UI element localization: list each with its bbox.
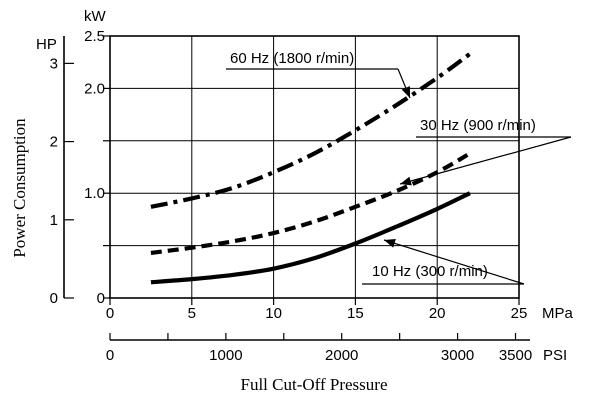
mpa-unit-label: MPa xyxy=(542,305,574,322)
series-labels: 60 Hz (1800 r/min) 30 Hz (900 r/min) 10 Hz… xyxy=(226,50,572,285)
psi-tick-label: 3500 xyxy=(499,347,532,364)
grid xyxy=(110,36,519,298)
mpa-tick-label: 5 xyxy=(188,305,196,322)
series-label-1: 60 Hz (1800 r/min) xyxy=(230,50,354,67)
series-label-arrowhead xyxy=(401,86,410,98)
hp-tick-label: 0 xyxy=(50,290,58,307)
mpa-tick-label: 15 xyxy=(347,305,364,322)
kw-unit-label: kW xyxy=(84,8,107,25)
plot-frame xyxy=(109,35,520,299)
x-axis-title: Full Cut-Off Pressure xyxy=(240,375,387,394)
kw-tick-label: 0 xyxy=(97,290,105,307)
kw-tick-label: 1.0 xyxy=(84,185,105,202)
mpa-tick-label: 0 xyxy=(106,305,114,322)
series-label-arrowhead xyxy=(400,176,412,186)
series-label-leader xyxy=(399,136,572,185)
psi-tick-label: 2000 xyxy=(325,347,358,364)
axes: 0 1.0 2.0 2.5 kW 0 1 2 3 HP 0 5 10 15 20 25 MPa 0 1000 2000… xyxy=(36,8,574,364)
y-axis-title: Power Consumption xyxy=(10,118,29,258)
kw-tick-label: 2.0 xyxy=(84,80,105,97)
mpa-tick-label: 10 xyxy=(265,305,282,322)
kw-tick-label: 2.5 xyxy=(84,28,105,45)
psi-tick-label: 1000 xyxy=(209,347,242,364)
series-label-2: 30 Hz (900 r/min) xyxy=(420,117,536,134)
series-label-3: 10 Hz (300 r/min) xyxy=(372,263,488,280)
hp-tick-label: 3 xyxy=(50,55,58,72)
series-line-3 xyxy=(150,191,471,285)
series-label-arrowhead xyxy=(384,239,396,248)
hp-tick-label: 2 xyxy=(50,134,58,151)
psi-tick-label: 3000 xyxy=(441,347,474,364)
hp-tick-label: 1 xyxy=(50,212,58,229)
series-label-leader xyxy=(383,239,525,285)
mpa-tick-label: 25 xyxy=(511,305,528,322)
psi-unit-label: PSI xyxy=(543,347,567,364)
series-lines xyxy=(150,52,472,285)
hp-unit-label: HP xyxy=(36,36,57,53)
mpa-tick-label: 20 xyxy=(429,305,446,322)
psi-tick-label: 0 xyxy=(106,347,114,364)
series-line-1 xyxy=(150,52,472,209)
series-line-2 xyxy=(150,151,471,256)
